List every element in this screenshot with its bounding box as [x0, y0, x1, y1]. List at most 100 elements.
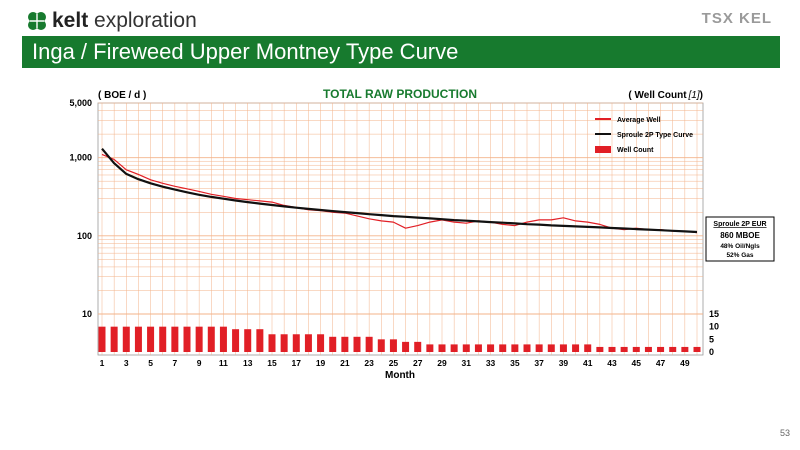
x-tick-label: 37	[534, 358, 544, 368]
y2-tick-label: 0	[709, 347, 714, 357]
x-tick-label: 31	[462, 358, 472, 368]
y-tick-label: 1,000	[69, 153, 92, 163]
well-count-bar	[596, 346, 604, 352]
x-tick-label: 45	[632, 358, 642, 368]
y2-tick-label: 5	[709, 334, 714, 344]
well-count-bar	[523, 344, 531, 352]
chart-grid	[97, 102, 704, 356]
eur-gas-share: 52% Gas	[726, 252, 753, 259]
clover-logo-icon	[28, 12, 46, 30]
well-count-bar	[304, 334, 312, 352]
well-count-bar	[644, 346, 652, 352]
well-count-bar	[535, 344, 543, 352]
x-tick-label: 25	[389, 358, 399, 368]
well-count-bar	[207, 326, 215, 352]
average-well-line	[101, 153, 698, 234]
y-tick-label: 100	[77, 231, 92, 241]
well-count-bar	[98, 326, 106, 352]
well-count-bar	[669, 346, 677, 352]
right-axis-close: )	[700, 90, 703, 101]
well-count-bar	[389, 339, 397, 352]
x-tick-label: 35	[510, 358, 520, 368]
well-count-bar	[317, 334, 325, 352]
x-tick-label: 3	[124, 358, 129, 368]
legend-average-well: Average Well	[617, 117, 661, 124]
well-count-bar	[693, 346, 701, 352]
x-tick-label: 39	[559, 358, 569, 368]
well-count-bar	[219, 326, 227, 352]
well-count-bar	[559, 344, 567, 352]
well-count-bars	[98, 326, 701, 352]
well-count-bar	[487, 344, 495, 352]
well-count-bar	[632, 346, 640, 352]
x-tick-label: 49	[680, 358, 690, 368]
well-count-bar	[292, 334, 300, 352]
well-count-bar	[110, 326, 118, 352]
x-tick-label: 33	[486, 358, 496, 368]
x-tick-label: 47	[656, 358, 666, 368]
well-count-bar	[183, 326, 191, 352]
well-count-bar	[134, 326, 142, 352]
well-count-bar	[657, 346, 665, 352]
well-count-bar	[511, 344, 519, 352]
well-count-bar	[402, 341, 410, 352]
x-tick-label: 43	[607, 358, 617, 368]
well-count-bar	[414, 341, 422, 352]
legend-type-curve: Sproule 2P Type Curve	[617, 132, 693, 139]
well-count-bar	[329, 336, 337, 352]
well-count-bar	[450, 344, 458, 352]
well-count-bar	[341, 336, 349, 352]
x-axis-label: Month	[385, 370, 415, 381]
well-count-bar	[353, 336, 361, 352]
well-count-bar	[122, 326, 130, 352]
well-count-bar	[426, 344, 434, 352]
right-axis-note: [1]	[688, 90, 700, 101]
legend-well-count-swatch	[595, 146, 611, 153]
left-axis-label: ( BOE / d )	[98, 90, 146, 101]
well-count-bar	[195, 326, 203, 352]
x-tick-label: 17	[292, 358, 302, 368]
well-count-bar	[280, 334, 288, 352]
well-count-bar	[462, 344, 470, 352]
well-count-bar	[499, 344, 507, 352]
legend-well-count: Well Count	[617, 147, 654, 154]
well-count-bar	[147, 326, 155, 352]
well-count-bar	[171, 326, 179, 352]
y2-tick-label: 10	[709, 322, 719, 332]
well-count-bar	[474, 344, 482, 352]
well-count-bar	[244, 329, 252, 352]
x-tick-label: 11	[219, 358, 228, 368]
logo-name: kelt	[52, 9, 89, 32]
page-number: 53	[779, 428, 790, 438]
well-count-bar	[256, 329, 264, 352]
well-count-bar	[438, 344, 446, 352]
x-tick-label: 29	[437, 358, 447, 368]
chart-legend: Average Well Sproule 2P Type Curve Well …	[595, 117, 693, 154]
x-tick-label: 5	[148, 358, 153, 368]
y-tick-label: 10	[82, 309, 92, 319]
type-curve-line	[101, 147, 698, 234]
title-banner: Inga / Fireweed Upper Montney Type Curve	[22, 36, 780, 68]
chart-title: TOTAL RAW PRODUCTION	[323, 87, 477, 101]
well-count-bar	[547, 344, 555, 352]
eur-annotation: Sproule 2P EUR 860 MBOE 48% Oil/Ngls 52%…	[705, 216, 775, 262]
well-count-bar	[584, 344, 592, 352]
well-count-bar	[268, 334, 276, 352]
well-count-bar	[232, 329, 240, 352]
x-tick-label: 1	[100, 358, 105, 368]
x-tick-label: 7	[172, 358, 177, 368]
y2-tick-label: 15	[709, 309, 719, 319]
eur-oil-share: 48% Oil/Ngls	[720, 243, 760, 250]
plot-area	[97, 102, 704, 356]
well-count-bar	[681, 346, 689, 352]
company-logo: kelt exploration	[26, 8, 197, 34]
well-count-bar	[159, 326, 167, 352]
x-tick-label: 23	[364, 358, 374, 368]
x-tick-label: 13	[243, 358, 253, 368]
well-count-bar	[572, 344, 580, 352]
logo-suffix: exploration	[94, 9, 197, 32]
x-tick-label: 9	[197, 358, 202, 368]
x-tick-label: 41	[583, 358, 593, 368]
